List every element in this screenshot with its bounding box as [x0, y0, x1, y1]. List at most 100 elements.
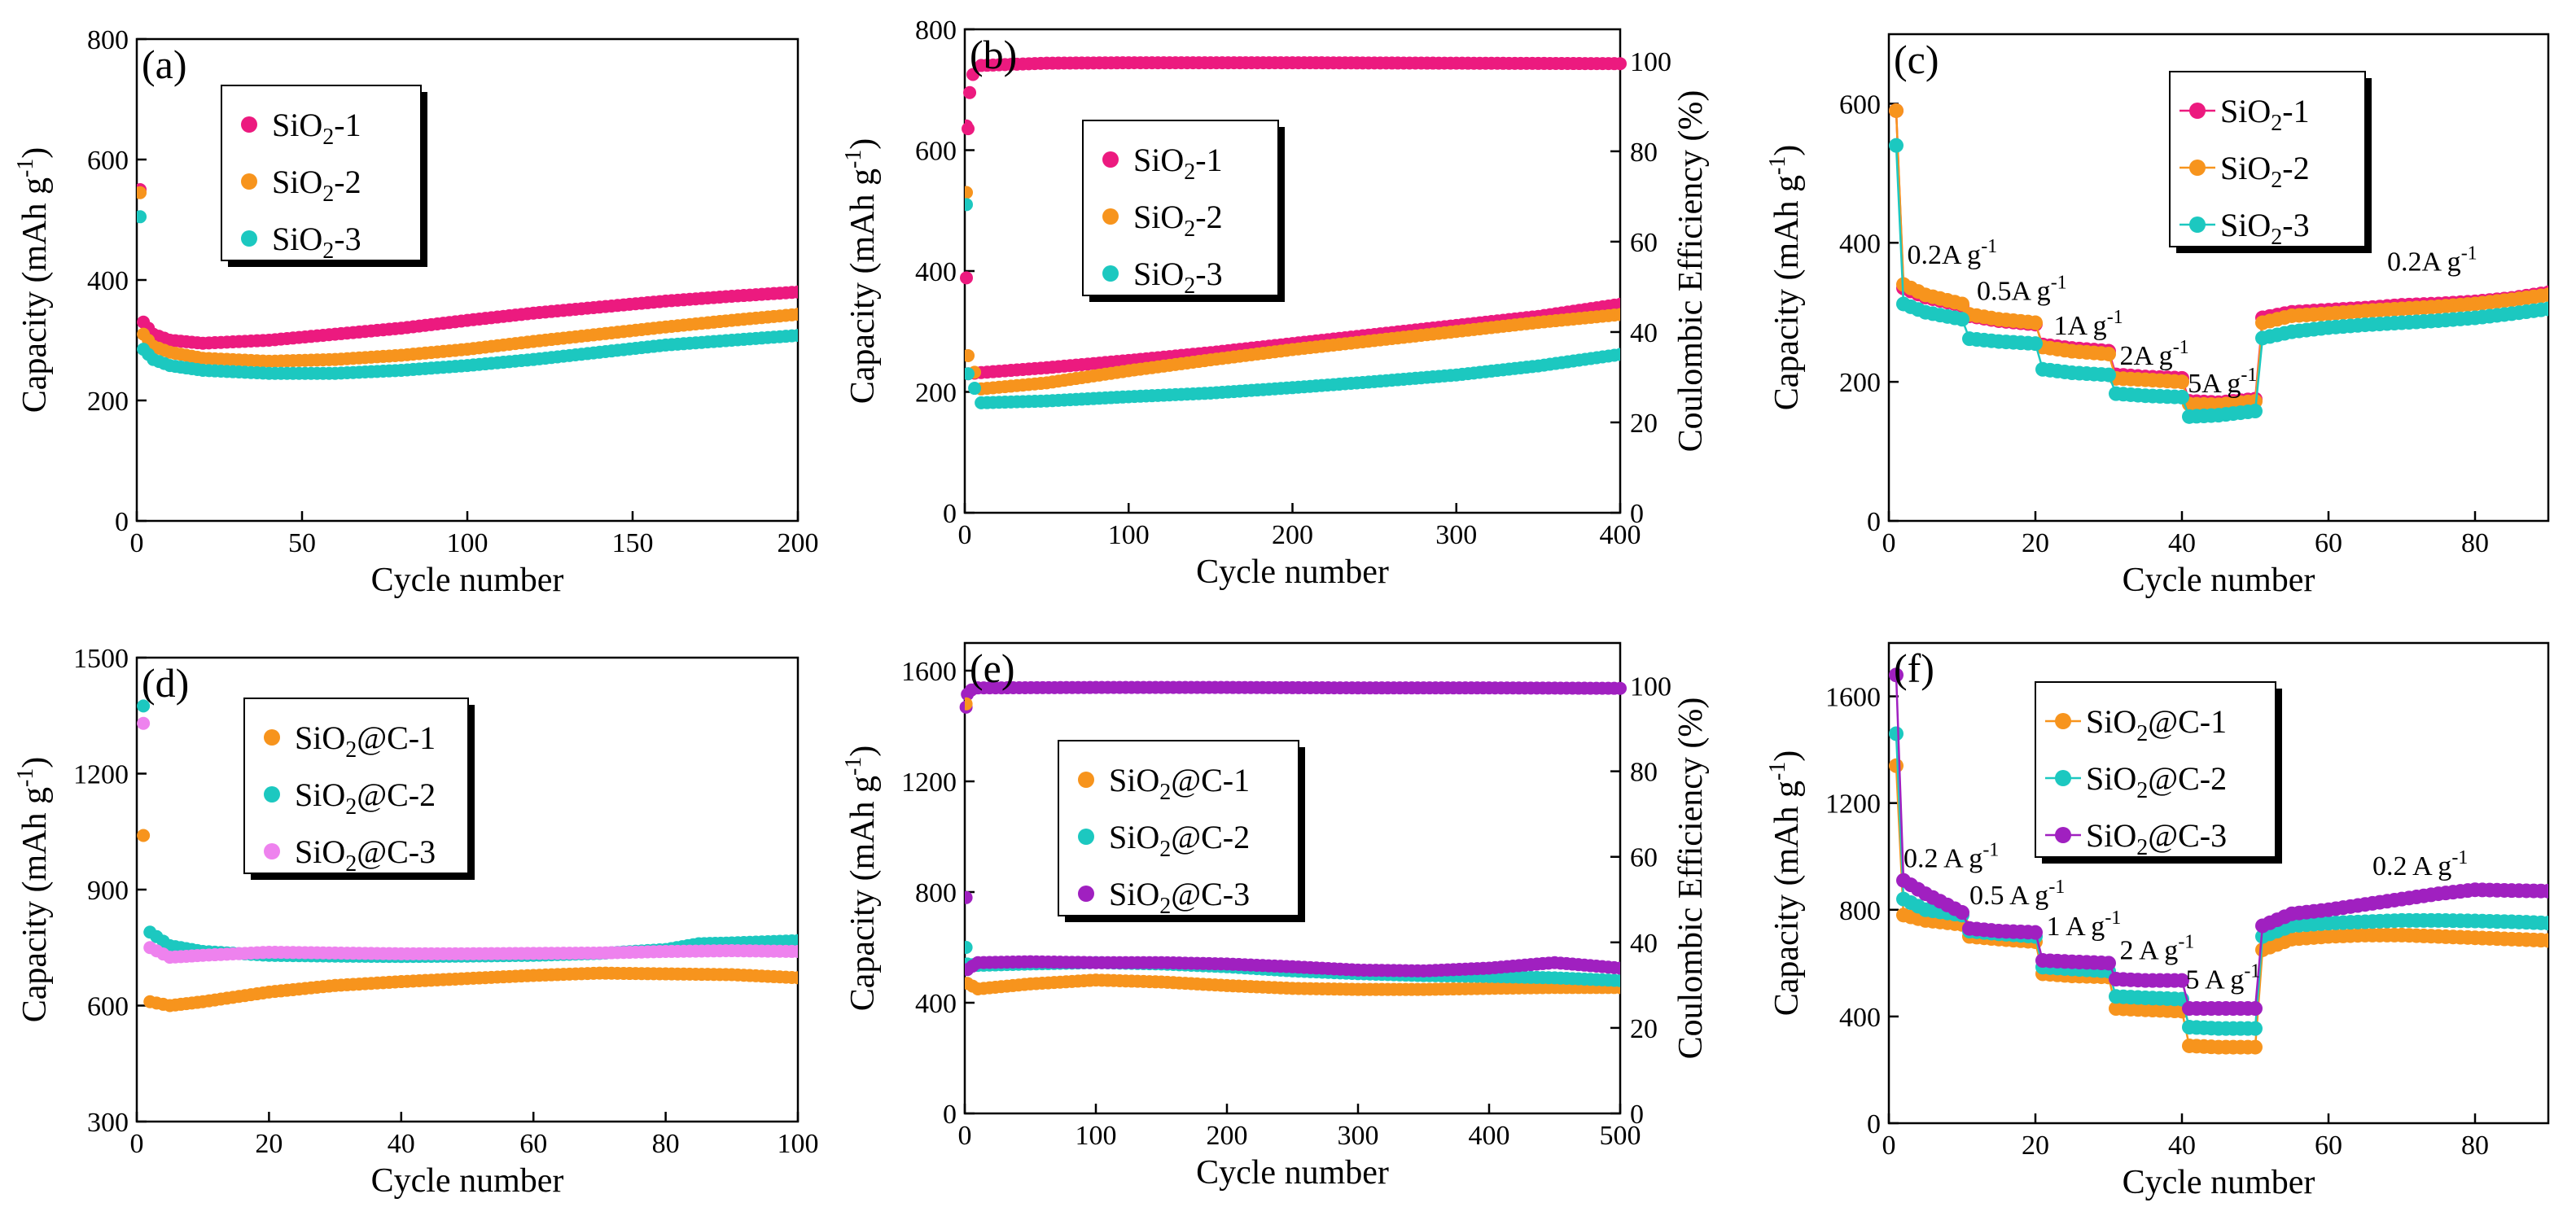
y2-axis-title-e: Coulombic Efficiency (%) [1672, 698, 1710, 1060]
legend-marker-e-2 [1078, 886, 1094, 902]
x-tick-label-d-5: 100 [778, 1129, 819, 1159]
plot-frame-c [1887, 33, 2550, 523]
data-point-c-1-9 [1955, 296, 1969, 312]
legend-label-a-2: SiO2-3 [272, 221, 361, 264]
chart-panel-d: 0 20 40 60 80 100 300 600 900 1200 1500 Cycle numbe… [13, 644, 819, 1200]
data-point-f-1-0 [1889, 726, 1904, 741]
legend-box-d [243, 698, 469, 874]
x-axis-title-e: Cycle number [1196, 1154, 1389, 1192]
y-tick-label-a-3: 600 [87, 146, 129, 176]
x-tick-label-a-1: 50 [288, 528, 316, 558]
ce-point-e-111 [1614, 681, 1627, 695]
rate-label-c-0: 0.2A g-1 [1908, 236, 1998, 270]
y2-tick-label-b-5: 100 [1630, 47, 1671, 77]
data-point-c-1-19 [2028, 315, 2043, 330]
rate-label-c-2: 1A g-1 [2054, 307, 2123, 341]
data-point-d-2-109 [791, 945, 798, 958]
legend-box-f [2035, 681, 2276, 858]
rate-label-f-2: 1 A g-1 [2047, 908, 2122, 942]
x-tick-label-d-3: 60 [519, 1129, 547, 1159]
x-tick-label-f-1: 20 [2022, 1131, 2049, 1161]
data-point-f-0-89 [2541, 933, 2548, 948]
y-tick-label-b-3: 600 [915, 137, 957, 167]
rate-label-f-5: 0.2 A g-1 [2372, 847, 2468, 881]
legend-label-a-0: SiO2-1 [272, 107, 361, 150]
legend-label-a-1: SiO2-2 [272, 164, 361, 207]
legend-marker-d-2 [264, 843, 280, 859]
data-point-e-2-111 [1614, 961, 1620, 975]
data-point-f-0-49 [2248, 1039, 2263, 1055]
data-point-c-2-49 [2248, 404, 2263, 419]
legend-d: SiO2@C-1 SiO2@C-2 SiO2@C-3 [243, 698, 475, 880]
y-tick-label-c-1: 200 [1839, 368, 1881, 398]
panel-label-e: (e) [970, 645, 1015, 691]
plot-area-a [137, 183, 798, 380]
legend-label-b-1: SiO2-2 [1133, 199, 1223, 242]
x-axis-title-a: Cycle number [371, 562, 564, 599]
x-tick-label-b-2: 200 [1272, 520, 1313, 550]
legend-b: SiO2-1 SiO2-2 SiO2-3 [1082, 120, 1285, 302]
plot-frame-f [1887, 641, 2550, 1125]
y2-tick-label-e-0: 0 [1630, 1100, 1644, 1130]
y2-tick-label-e-3: 60 [1630, 843, 1658, 873]
x-tick-label-e-1: 100 [1076, 1121, 1117, 1151]
y2-tick-label-b-2: 40 [1630, 318, 1658, 348]
data-point-c-2-9 [1955, 312, 1969, 327]
chart-panel-b: 0 100 200 300 4000200400600800020406080100Co… [841, 15, 1710, 591]
y-tick-label-f-2: 800 [1839, 896, 1881, 926]
x-tick-label-a-3: 150 [612, 528, 654, 558]
y-tick-label-c-2: 400 [1839, 229, 1881, 259]
rate-label-c-4: 5A g-1 [2188, 365, 2257, 399]
y-axis-title-d: Capacity (mAh g-1) [13, 757, 54, 1023]
y-axis-title-f: Capacity (mAh g-1) [1765, 750, 1806, 1017]
series-c-2 [1889, 138, 2548, 424]
y2-tick-label-b-1: 20 [1630, 409, 1658, 439]
data-point-f-2-89 [2541, 883, 2548, 899]
legend-label-d-1: SiO2@C-2 [295, 776, 436, 820]
legend-box-e [1058, 740, 1299, 916]
y2-tick-label-b-3: 60 [1630, 228, 1658, 258]
x-tick-label-e-4: 400 [1469, 1121, 1510, 1151]
legend-c: SiO2-1 SiO2-2 SiO2-3 [2169, 71, 2372, 253]
y-tick-label-d-4: 1500 [73, 644, 129, 674]
y-axis-title-e: Capacity (mAh g-1) [841, 746, 882, 1012]
y-tick-label-a-2: 400 [87, 266, 129, 296]
y-tick-label-f-0: 0 [1867, 1109, 1881, 1139]
rate-label-c-1: 0.5A g-1 [1977, 272, 2067, 306]
plot-area-b [965, 119, 1620, 409]
y-tick-label-d-1: 600 [87, 992, 129, 1022]
rate-label-f-4: 5 A g-1 [2186, 960, 2261, 995]
data-point-d-1-0 [137, 699, 151, 713]
legend-marker-c-0 [2189, 103, 2206, 119]
ce-point-b-3 [966, 68, 980, 81]
data-point-c-2-29 [2101, 367, 2116, 383]
data-point-b-1-112 [1614, 308, 1620, 321]
y-tick-label-f-3: 1200 [1825, 789, 1881, 820]
rate-label-f-1: 0.5 A g-1 [1969, 877, 2065, 911]
x-tick-label-b-1: 100 [1108, 520, 1150, 550]
plot-frame-e [963, 641, 1622, 1115]
legend-label-b-2: SiO2-3 [1133, 256, 1223, 299]
legend-marker-d-1 [264, 786, 280, 803]
series-d-2 [137, 716, 798, 964]
y2-axis-title-b: Coulombic Efficiency (%) [1672, 90, 1710, 453]
panel-label-b: (b) [970, 32, 1017, 77]
x-tick-label-c-0: 0 [1882, 528, 1896, 558]
y-tick-label-f-1: 400 [1839, 1003, 1881, 1033]
x-tick-label-e-0: 0 [958, 1121, 972, 1151]
data-point-b-1-0 [965, 186, 974, 199]
legend-label-e-0: SiO2@C-1 [1109, 762, 1250, 805]
data-point-f-2-19 [2028, 925, 2043, 940]
ce-point-b-2 [963, 85, 977, 99]
x-tick-label-f-3: 60 [2315, 1131, 2342, 1161]
data-point-a-1-0 [137, 186, 147, 199]
y-tick-label-e-1: 400 [915, 989, 957, 1019]
x-axis-title-b: Cycle number [1196, 553, 1389, 591]
x-tick-label-c-1: 20 [2022, 528, 2049, 558]
data-point-f-1-49 [2248, 1021, 2263, 1036]
legend-f: SiO2@C-1 SiO2@C-2 SiO2@C-3 [2035, 681, 2282, 864]
chart-panel-c: 0 20 40 60 80 0 200 400 600 Cycle number Capacity … [1765, 33, 2550, 599]
data-point-f-2-49 [2248, 1001, 2263, 1017]
y-tick-label-c-3: 600 [1839, 90, 1881, 120]
